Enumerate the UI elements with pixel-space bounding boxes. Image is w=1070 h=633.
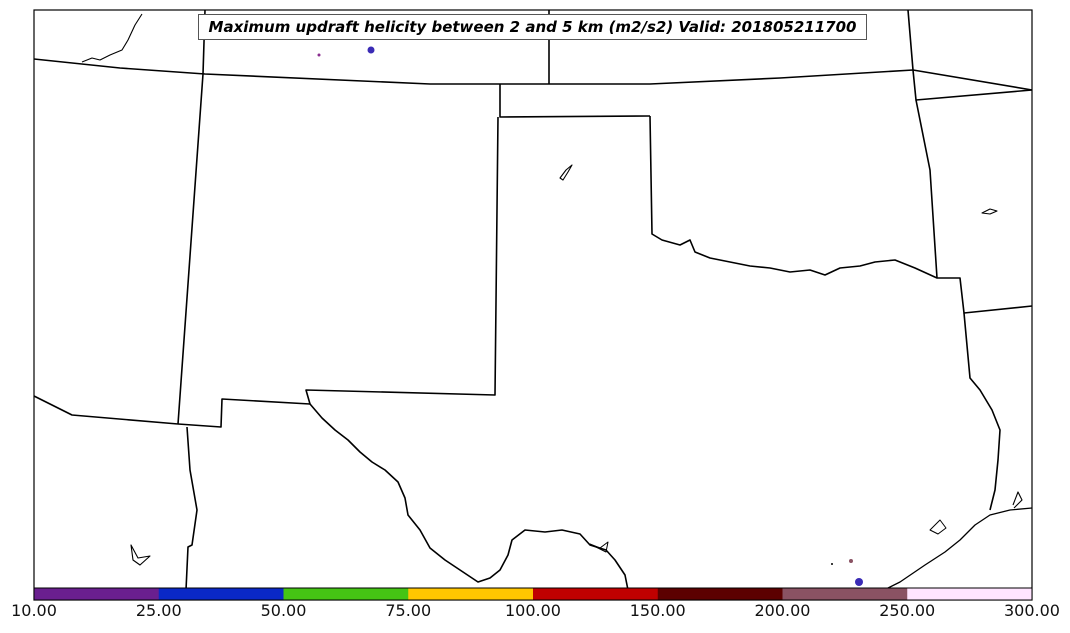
colorbar-tick-label: 100.00 — [505, 601, 561, 620]
colorbar-tick-label: 25.00 — [135, 601, 182, 620]
colorbar-segment — [158, 588, 284, 600]
colorbar-frame — [33, 587, 1033, 601]
helicity-swath — [317, 53, 321, 57]
helicity-swath — [855, 578, 863, 586]
map-frame — [33, 9, 1033, 601]
colorbar-tick-label: 200.00 — [754, 601, 811, 620]
colorbar-tick-label: 150.00 — [629, 601, 686, 620]
map-title: Maximum updraft helicity between 2 and 5… — [198, 14, 867, 40]
colorbar-segment — [782, 588, 908, 600]
colorbar-tick-label: 50.00 — [260, 601, 307, 620]
colorbar-tick-label: 250.00 — [879, 601, 936, 620]
colorbar-segment — [533, 588, 659, 600]
helicity-swaths — [317, 46, 863, 586]
colorbar-segment — [34, 588, 160, 600]
colorbar-segment — [408, 588, 534, 600]
colorbar — [34, 588, 1033, 600]
colorbar-tick-label: 10.00 — [11, 601, 57, 620]
colorbar-segment — [657, 588, 783, 600]
helicity-swath — [831, 563, 833, 565]
colorbar-segment — [283, 588, 409, 600]
colorbar-segment — [907, 588, 1033, 600]
helicity-swath — [367, 46, 375, 54]
colorbar-tick-label: 300.00 — [1004, 601, 1060, 620]
colorbar-tick-label: 75.00 — [385, 601, 432, 620]
helicity-swath — [849, 559, 853, 563]
